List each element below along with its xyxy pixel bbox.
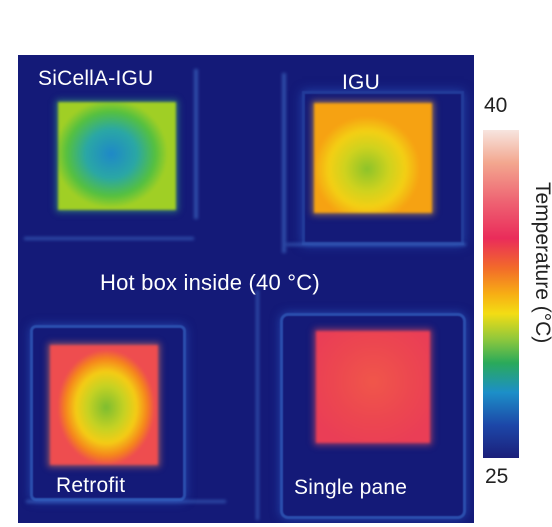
panel-retrofit bbox=[50, 345, 158, 465]
frame-single-pane bbox=[280, 313, 466, 519]
thermal-image: SiCellA-IGU IGU Hot box inside (40 °C) R… bbox=[18, 55, 474, 523]
temperature-color-bar bbox=[483, 130, 519, 458]
panel-single-pane bbox=[316, 331, 430, 443]
frame-retrofit bbox=[30, 325, 186, 501]
frame-line-vertical-left bbox=[194, 69, 198, 219]
frame-line-vertical-right bbox=[282, 73, 286, 253]
label-hot-box: Hot box inside (40 °C) bbox=[100, 270, 320, 295]
label-single-pane: Single pane bbox=[294, 476, 408, 499]
frame-line-vertical-mid bbox=[256, 290, 259, 520]
panel-sicella-igu bbox=[58, 102, 176, 210]
frame-line-bottom-left bbox=[26, 500, 226, 503]
scale-max-label: 40 bbox=[484, 94, 508, 117]
scale-min-label: 25 bbox=[485, 465, 509, 488]
panel-igu bbox=[314, 103, 432, 213]
frame-line-horizontal-top-left bbox=[24, 237, 194, 240]
label-igu: IGU bbox=[342, 71, 380, 94]
label-retrofit: Retrofit bbox=[56, 474, 126, 497]
label-sicella-igu: SiCellA-IGU bbox=[38, 67, 154, 90]
frame-line-horizontal-top-right bbox=[286, 243, 466, 246]
frame-igu bbox=[302, 91, 464, 245]
scale-title: Temperature (°C) bbox=[531, 182, 552, 344]
